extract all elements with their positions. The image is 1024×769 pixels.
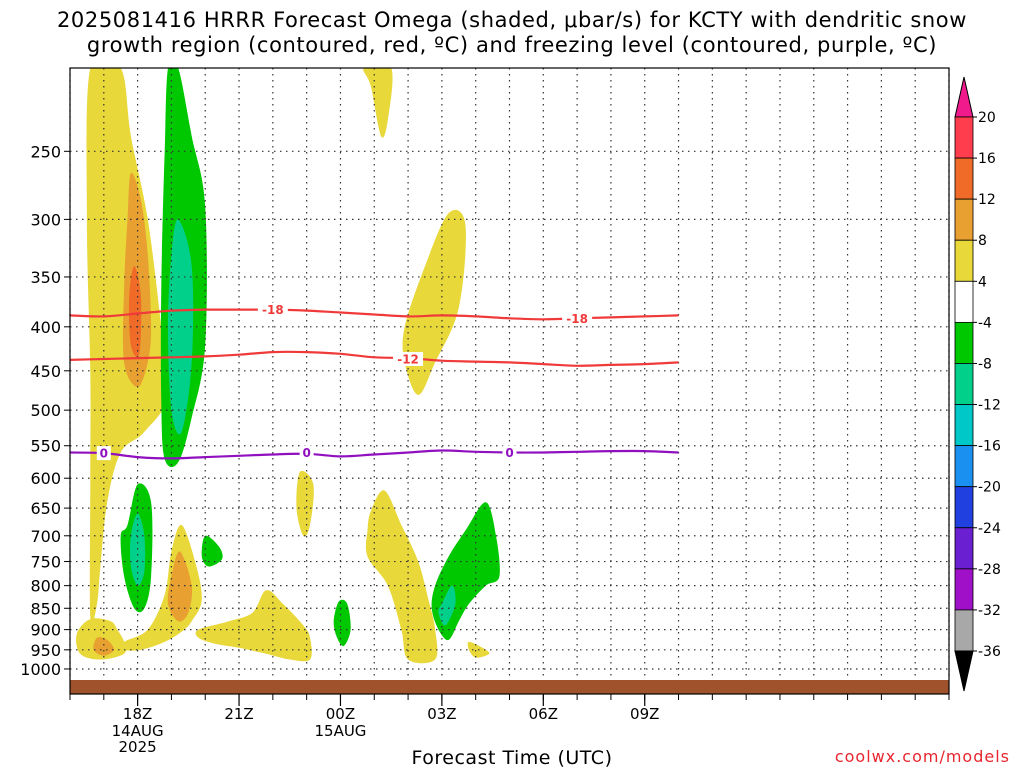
contour-label-0-2: 0 xyxy=(505,446,513,460)
chart-title-line-2: growth region (contoured, red, ºC) and f… xyxy=(86,33,938,57)
colorbar-label--8: -8 xyxy=(978,356,992,372)
omega-shading xyxy=(76,68,500,664)
omega-region-11 xyxy=(201,535,223,567)
y-tick-label-700: 700 xyxy=(30,527,61,546)
colorbar-swatch-11 xyxy=(954,568,974,611)
omega-region-16 xyxy=(402,209,466,395)
contour-label--12-0: -12 xyxy=(397,352,419,366)
contour-label-bg--18-1 xyxy=(562,311,593,326)
y-tick-label-300: 300 xyxy=(30,210,61,229)
y-tick-label-450: 450 xyxy=(30,362,61,381)
colorbar-bottom-arrow xyxy=(954,650,974,692)
colorbar-swatch-3 xyxy=(954,239,974,282)
colorbar-label--16: -16 xyxy=(978,439,1001,455)
omega-region-13 xyxy=(195,590,312,662)
colorbar-swatch-2 xyxy=(954,198,974,241)
y-tick-label-1000: 1000 xyxy=(20,660,61,679)
x-tick-sublabel-00Z-0: 15AUG xyxy=(314,722,366,740)
contour-label--18-0: -18 xyxy=(262,303,284,317)
y-tick-label-950: 950 xyxy=(30,641,61,660)
colorbar-top-arrow xyxy=(954,76,974,118)
chart-title-line-1: 2025081416 HRRR Forecast Omega (shaded, … xyxy=(56,8,968,32)
colorbar-swatch-6 xyxy=(954,363,974,405)
contour-label-0-1: 0 xyxy=(302,446,310,460)
x-tick-sublabel-18Z-1: 2025 xyxy=(119,738,157,756)
contour-label-bg-0-0 xyxy=(96,446,111,461)
pressure-axis: 250 300 350 400 450 500 550 600 650 700 750 800 850 9… xyxy=(20,142,70,679)
x-axis-label: Forecast Time (UTC) xyxy=(411,747,613,769)
colorbar-swatch-10 xyxy=(954,527,974,570)
colorbar-label--20: -20 xyxy=(978,480,1001,496)
y-tick-label-400: 400 xyxy=(30,318,61,337)
colorbar-label-4: 4 xyxy=(978,274,987,290)
omega-region-6 xyxy=(93,637,115,656)
x-tick-label-18Z: 18Z xyxy=(123,705,152,723)
omega-region-2 xyxy=(128,266,142,358)
colorbar-swatch-5 xyxy=(954,321,974,364)
x-tick-label-21Z: 21Z xyxy=(224,705,253,723)
colorbar-swatch-7 xyxy=(954,404,974,447)
colorbar-label--12: -12 xyxy=(978,398,1001,414)
ground-band xyxy=(70,680,949,694)
y-tick-label-350: 350 xyxy=(30,268,61,287)
contour-label--18-1: -18 xyxy=(566,312,588,326)
contour-label-0-0: 0 xyxy=(100,447,108,461)
colorbar-label--24: -24 xyxy=(978,521,1001,537)
colorbar-label--4: -4 xyxy=(978,315,992,331)
contour-label-bg--12-0 xyxy=(393,351,424,366)
colorbar-swatch-4 xyxy=(954,280,974,323)
colorbar-label--32: -32 xyxy=(978,603,1001,619)
colorbar-label--36: -36 xyxy=(978,644,1001,660)
colorbar-swatch-1 xyxy=(954,157,974,200)
omega-region-8 xyxy=(130,513,146,586)
y-tick-label-850: 850 xyxy=(30,599,61,618)
y-tick-label-650: 650 xyxy=(30,499,61,518)
omega-region-15 xyxy=(363,68,393,138)
colorbar-label-8: 8 xyxy=(978,233,987,249)
colorbar-label-12: 12 xyxy=(978,192,996,208)
x-tick-label-09Z: 09Z xyxy=(630,705,659,723)
y-tick-label-600: 600 xyxy=(30,469,61,488)
colorbar-label-20: 20 xyxy=(978,110,996,126)
y-tick-label-500: 500 xyxy=(30,401,61,420)
colorbar-swatch-12 xyxy=(954,609,974,652)
y-tick-label-250: 250 xyxy=(30,142,61,161)
contour-line--12 xyxy=(70,350,679,367)
y-tick-label-800: 800 xyxy=(30,577,61,596)
omega-region-19 xyxy=(438,585,456,626)
contour-label-bg-0-1 xyxy=(299,445,314,460)
colorbar-swatch-8 xyxy=(954,445,974,488)
omega-region-4 xyxy=(168,219,194,435)
omega-colorbar: 20 16 12 8 4 -4 -8 -12 -16 -20 -24 -28 -32 -36 xyxy=(954,76,1001,692)
y-tick-label-900: 900 xyxy=(30,621,61,640)
contour-label-bg-0-2 xyxy=(502,445,517,460)
contour-label-bg--18-0 xyxy=(257,302,288,317)
colorbar-label-16: 16 xyxy=(978,151,996,167)
y-tick-label-550: 550 xyxy=(30,437,61,456)
omega-region-12 xyxy=(296,470,314,537)
source-credit: coolwx.com/models xyxy=(834,747,1010,766)
x-tick-label-00Z: 00Z xyxy=(326,705,355,723)
omega-region-10 xyxy=(167,551,193,622)
omega-region-14 xyxy=(333,599,351,647)
x-tick-label-06Z: 06Z xyxy=(529,705,558,723)
omega-region-17 xyxy=(365,490,438,664)
colorbar-swatch-0 xyxy=(954,116,974,159)
x-tick-sublabel-18Z-0: 14AUG xyxy=(112,722,164,740)
y-tick-label-750: 750 xyxy=(30,553,61,572)
x-tick-label-03Z: 03Z xyxy=(427,705,456,723)
contour-line-0 xyxy=(70,449,679,460)
contour-lines: -18 -18 -12 0 0 0 xyxy=(70,302,679,461)
colorbar-swatch-9 xyxy=(954,486,974,529)
colorbar-label--28: -28 xyxy=(978,562,1001,578)
